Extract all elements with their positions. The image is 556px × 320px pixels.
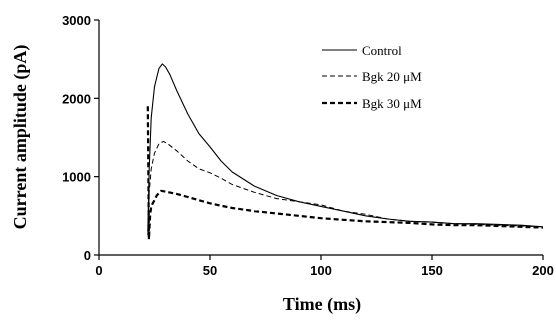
y-tick-label: 0 (84, 248, 91, 263)
legend-label-2: Bgk 20 μM (362, 69, 422, 84)
y-axis-title: Current amplitude (pA) (10, 45, 31, 230)
y-ticks: 0 1000 2000 3000 (62, 13, 99, 263)
legend-label-1: Control (362, 43, 402, 58)
x-tick-label: 100 (310, 263, 332, 278)
x-axis-title: Time (ms) (283, 294, 361, 315)
x-tick-label: 200 (532, 263, 554, 278)
series-line-1 (147, 63, 544, 232)
x-tick-label: 0 (95, 263, 102, 278)
axes (98, 20, 543, 256)
legend: Control Bgk 20 μM Bgk 30 μM (322, 43, 422, 111)
x-tick-label: 50 (203, 263, 217, 278)
y-tick-label: 1000 (62, 170, 91, 185)
x-tick-label: 150 (421, 263, 443, 278)
x-ticks: 0 50 100 150 200 (95, 255, 554, 278)
y-tick-label: 2000 (62, 91, 91, 106)
series-layer (146, 63, 544, 241)
series-line-3 (146, 106, 544, 241)
legend-label-3: Bgk 30 μM (362, 96, 422, 111)
series-line-2 (147, 140, 544, 236)
y-tick-label: 3000 (62, 13, 91, 28)
